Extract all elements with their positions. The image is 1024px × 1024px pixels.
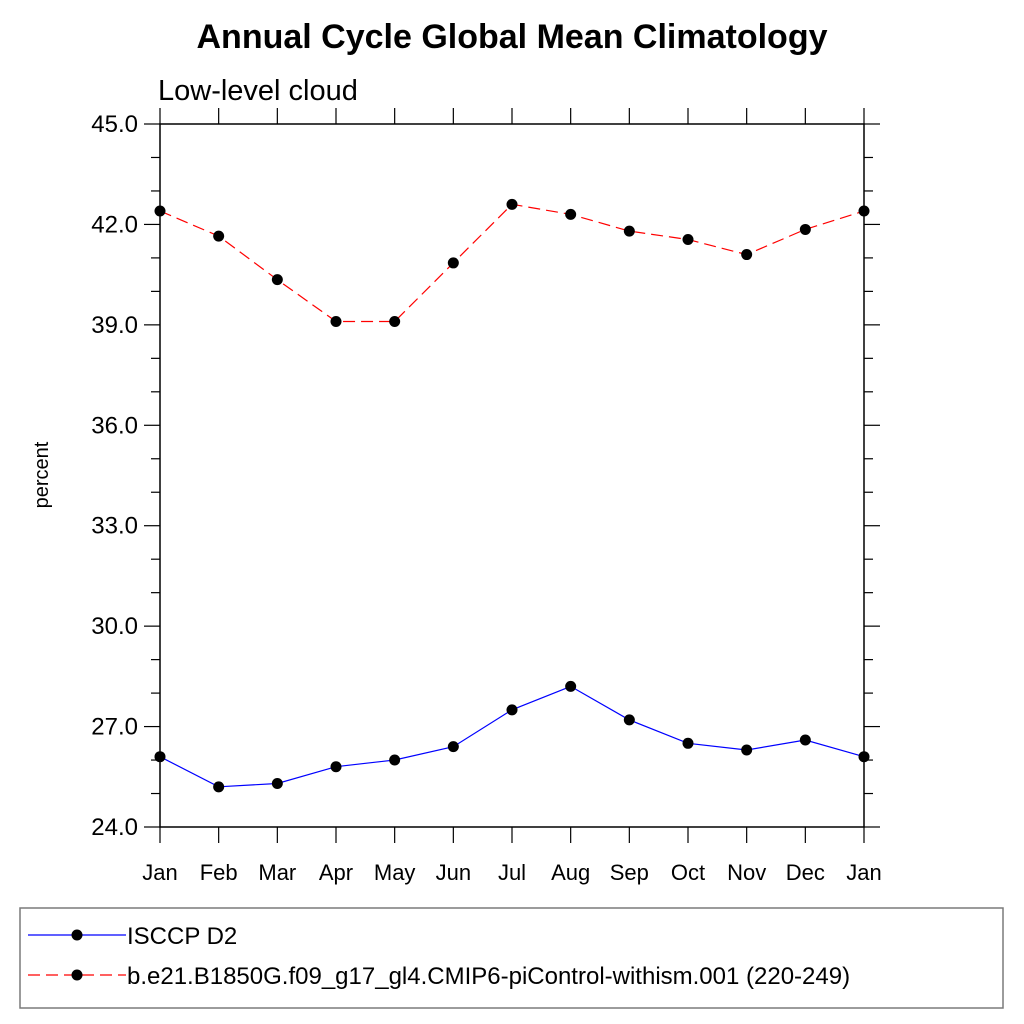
data-point-series-1 [213,230,225,242]
legend-box [19,907,1004,1009]
data-point-series-0 [330,761,342,773]
data-point-series-1 [623,225,635,237]
x-tick-label: Oct [671,860,705,885]
series-line-1 [159,203,865,323]
x-tick-label: May [374,860,416,885]
minor-ticks [151,156,873,795]
y-tick-label: 39.0 [91,312,138,339]
x-tick-label: Jul [498,860,526,885]
data-point-series-1 [565,208,577,220]
x-tick-label: Jun [436,860,471,885]
x-tick-label: Jan [846,860,881,885]
x-tick-labels: Jan Feb Mar Apr May Jun Jul Aug Sep Oct Nov Dec Jan [142,860,881,885]
data-point-series-0 [389,754,401,766]
data-point-series-1 [506,198,518,210]
data-point-series-0 [213,781,225,793]
data-point-series-1 [447,257,459,269]
legend-label-0: ISCCP D2 [127,923,237,950]
y-tick-label: 33.0 [91,513,138,540]
y-tick-label: 30.0 [91,613,138,640]
data-point-series-1 [271,274,283,286]
data-point-series-0 [682,737,694,749]
x-tick-label: Mar [258,860,296,885]
legend-label-1: b.e21.B1850G.f09_g17_gl4.CMIP6-piControl… [127,963,850,990]
x-tick-label: Feb [200,860,238,885]
y-tick-labels: 24.0 27.0 30.0 33.0 36.0 39.0 42.0 45.0 [91,111,138,841]
plot-frame [159,123,865,828]
legend-marker-1 [71,969,83,981]
y-axis-label: percent [31,441,53,508]
data-point-series-0 [271,777,283,789]
y-tick-label: 45.0 [91,111,138,138]
y-tick-label: 24.0 [91,814,138,841]
data-point-series-1 [389,316,401,328]
data-point-series-1 [799,223,811,235]
data-point-series-0 [506,704,518,716]
data-point-series-0 [799,734,811,746]
y-tick-label: 42.0 [91,211,138,238]
series-lines [159,203,865,788]
x-tick-label: Sep [610,860,649,885]
major-ticks [144,108,880,843]
series-line-0 [159,685,865,788]
x-tick-label: Jan [142,860,177,885]
y-tick-label: 27.0 [91,714,138,741]
chart-title: Annual Cycle Global Mean Climatology [197,18,828,56]
data-point-series-0 [623,714,635,726]
data-point-series-1 [741,249,753,261]
x-tick-label: Nov [727,860,766,885]
x-tick-label: Aug [551,860,590,885]
series-markers [154,198,870,793]
y-tick-label: 36.0 [91,412,138,439]
x-tick-label: Dec [786,860,825,885]
data-point-series-0 [741,744,753,756]
x-tick-label: Apr [319,860,353,885]
data-point-series-0 [447,741,459,753]
chart-subtitle: Low-level cloud [158,75,358,107]
data-point-series-0 [565,680,577,692]
data-point-series-1 [330,316,342,328]
legend: ISCCP D2 b.e21.B1850G.f09_g17_gl4.CMIP6-p… [19,907,1004,1009]
data-point-series-1 [682,233,694,245]
legend-marker-0 [71,929,83,941]
